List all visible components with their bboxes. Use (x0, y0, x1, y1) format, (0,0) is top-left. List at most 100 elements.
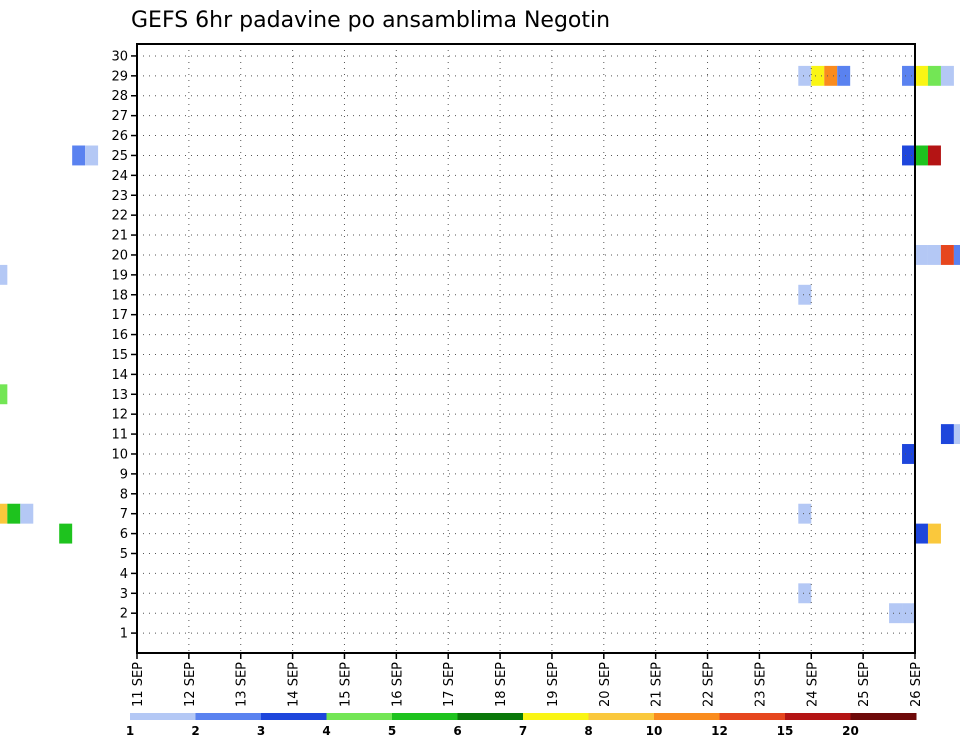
x-tick-label: 26 SEP (909, 662, 924, 707)
x-tick-label: 22 SEP (702, 662, 717, 707)
y-tick-label: 19 (111, 268, 128, 283)
heatmap-cell (798, 65, 812, 86)
colorbar-swatch (326, 713, 393, 720)
chart-title: GEFS 6hr padavine po ansamblima Negotin (131, 8, 610, 33)
heatmap-cell (811, 65, 825, 86)
heatmap-cell (889, 603, 903, 624)
colorbar-label: 4 (322, 724, 330, 738)
y-tick-label: 13 (111, 388, 128, 403)
y-tick-label: 30 (111, 49, 128, 64)
heatmap-cell (915, 523, 928, 544)
x-tick-label: 25 SEP (857, 662, 872, 707)
colorbar-label: 3 (257, 724, 265, 738)
x-tick-label: 13 SEP (235, 662, 250, 707)
y-tick-label: 9 (120, 467, 128, 482)
heatmap-cell (927, 145, 941, 166)
y-tick-label: 15 (111, 348, 128, 363)
heatmap-cell (940, 424, 954, 445)
y-tick-label: 16 (111, 328, 128, 343)
grid-lines (137, 44, 915, 653)
x-tick-label: 11 SEP (131, 662, 146, 707)
colorbar-label: 1 (126, 724, 134, 738)
colorbar-label: 5 (388, 724, 396, 738)
y-tick-label: 7 (120, 507, 128, 522)
heatmap-cell (953, 424, 960, 445)
colorbar-label: 7 (519, 724, 527, 738)
y-tick-label: 5 (120, 547, 128, 562)
x-tick-label: 21 SEP (650, 662, 665, 707)
x-tick-label: 15 SEP (338, 662, 353, 707)
y-tick-label: 8 (120, 487, 128, 502)
y-tick-label: 25 (111, 149, 128, 164)
heatmap-cell (915, 145, 928, 166)
colorbar-label: 6 (453, 724, 461, 738)
plot-frame (136, 43, 916, 654)
heatmap-cell (927, 65, 941, 86)
x-tick-label: 19 SEP (546, 662, 561, 707)
colorbar: 1 2 3 4 5 6 7 8 10 12 15 20 (126, 713, 917, 738)
y-tick-label: 21 (111, 229, 128, 244)
heatmap-cell (940, 245, 954, 265)
heatmap-cell (824, 65, 838, 86)
x-tick-label: 12 SEP (183, 662, 198, 707)
x-tick-label: 17 SEP (442, 662, 457, 707)
y-tick-label: 12 (111, 408, 128, 423)
x-tick-label: 24 SEP (805, 662, 820, 707)
x-tick-label: 18 SEP (494, 662, 509, 707)
heatmap-cell (0, 264, 8, 285)
y-tick-label: 1 (120, 627, 128, 642)
heatmap-cell (85, 145, 99, 166)
colorbar-swatch (130, 713, 196, 720)
colorbar-swatch (195, 713, 262, 720)
heatmap-cell (915, 65, 928, 86)
colorbar-label: 20 (842, 724, 859, 738)
x-tick-label: 14 SEP (287, 662, 302, 707)
heatmap-cell (0, 384, 8, 405)
colorbar-label: 12 (711, 724, 728, 738)
heatmap-cell (798, 284, 812, 305)
heatmap-cell (798, 583, 812, 604)
colorbar-swatch (588, 713, 655, 720)
heatmap-cell (927, 523, 941, 544)
y-tick-label: 17 (111, 308, 128, 323)
colorbar-label: 15 (777, 724, 794, 738)
heatmap-cell (902, 145, 915, 166)
colorbar-swatch (654, 713, 720, 720)
y-tick-label: 24 (111, 169, 128, 184)
heatmap-cell (20, 503, 34, 524)
x-tick-label: 23 SEP (753, 662, 768, 707)
heatmap-cell (7, 503, 21, 524)
heatmap-cell (72, 145, 86, 166)
colorbar-swatch (457, 713, 524, 720)
y-tick-label: 18 (111, 288, 128, 303)
y-tick-label: 3 (120, 587, 128, 602)
colorbar-swatch (261, 713, 327, 720)
colorbar-label: 10 (646, 724, 663, 738)
y-tick-label: 26 (111, 129, 128, 144)
heatmap-cell (59, 523, 73, 544)
colorbar-label: 2 (191, 724, 199, 738)
heatmap-cell (940, 65, 954, 86)
heatmap-cell (953, 245, 960, 265)
colorbar-swatch (850, 713, 917, 720)
colorbar-swatch (785, 713, 851, 720)
heatmap-cells (0, 65, 960, 624)
colorbar-swatch (719, 713, 786, 720)
y-axis: 1234567891011121314151617181920212223242… (111, 49, 137, 642)
x-axis: 11 SEP 12 SEP 13 SEP 14 SEP 15 SEP 16 SEP 17 S… (131, 653, 924, 707)
y-tick-label: 6 (120, 527, 128, 542)
colorbar-swatch (392, 713, 458, 720)
y-tick-label: 22 (111, 209, 128, 224)
heatmap-cell (0, 503, 8, 524)
x-tick-label: 20 SEP (598, 662, 613, 707)
heatmap-cell (798, 503, 812, 524)
heatmap-cell (902, 603, 915, 624)
colorbar-swatch (523, 713, 589, 720)
y-tick-label: 23 (111, 189, 128, 204)
y-tick-label: 14 (111, 368, 128, 383)
colorbar-label: 8 (584, 724, 592, 738)
heatmap-cell (927, 245, 941, 265)
y-tick-label: 20 (111, 248, 128, 263)
y-tick-label: 27 (111, 109, 128, 124)
